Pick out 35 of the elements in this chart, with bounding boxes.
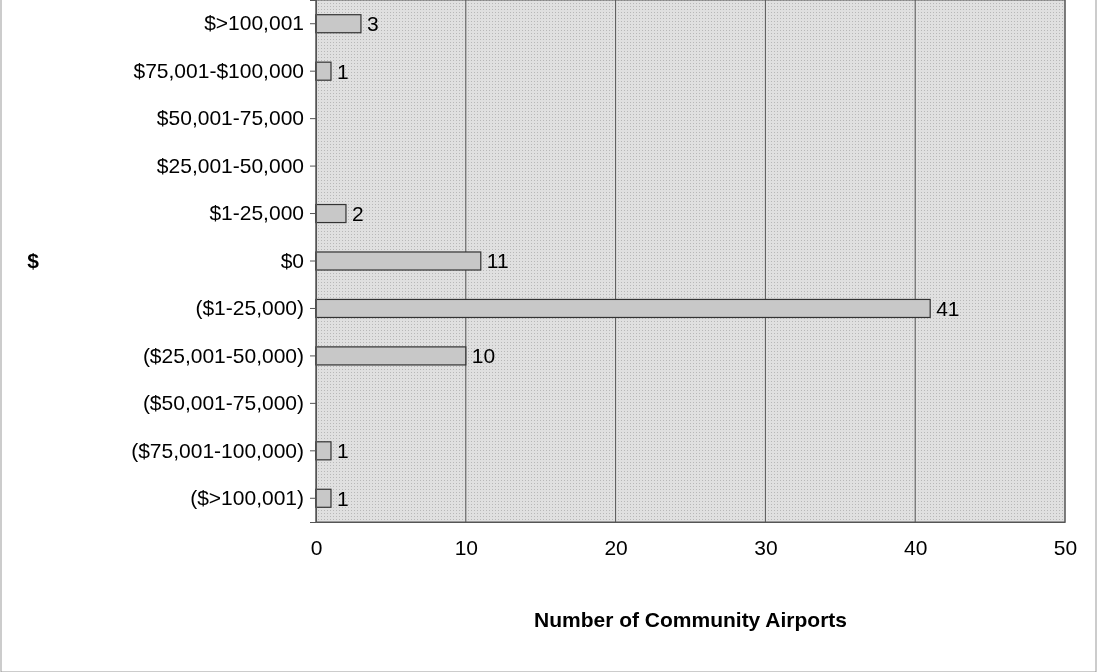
y-tick-label: $50,001-75,000 (156, 106, 304, 130)
y-tick-label: ($75,001-100,000) (131, 438, 304, 462)
bar (315, 298, 931, 319)
x-tick-label: 40 (904, 535, 928, 559)
y-tick-label: $1-25,000 (209, 201, 304, 225)
y-tick-label: ($>100,001) (190, 485, 304, 509)
x-tick-label: 10 (454, 535, 478, 559)
x-tick-label: 0 (310, 535, 323, 559)
data-label: 1 (336, 486, 349, 510)
data-label: 10 (471, 344, 496, 368)
bar (315, 488, 332, 508)
data-label: 11 (486, 249, 509, 273)
y-tick-label: $25,001-50,000 (156, 153, 304, 177)
data-label: 3 (366, 12, 379, 36)
data-label: 1 (336, 439, 349, 463)
y-tick-label: $0 (280, 248, 304, 272)
bar (315, 441, 332, 461)
bar (315, 14, 362, 34)
data-label: 41 (936, 296, 960, 320)
x-tick-label: 50 (1053, 535, 1078, 559)
x-tick-label: 30 (754, 535, 778, 559)
y-tick-label: $>100,001 (204, 11, 304, 35)
data-label: 1 (336, 59, 349, 83)
data-label: 2 (351, 201, 364, 225)
y-tick-label: ($50,001-75,000) (142, 391, 304, 415)
bar (315, 251, 482, 271)
y-tick-label: $75,001-$100,000 (133, 58, 304, 82)
bar (315, 346, 467, 366)
y-tick-label: ($1-25,000) (195, 296, 304, 320)
y-tick-label: ($25,001-50,000) (142, 343, 304, 367)
y-axis-title: $ (27, 249, 40, 273)
x-axis-title: Number of Community Airports (533, 608, 848, 631)
bar (315, 61, 332, 81)
bar (315, 203, 347, 224)
x-tick-label: 20 (604, 535, 628, 559)
